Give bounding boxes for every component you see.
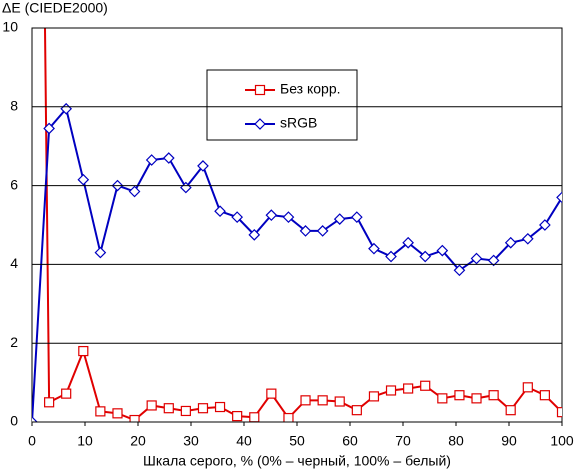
x-tick-label: 0 [28,433,36,449]
legend-label: sRGB [280,115,317,131]
data-point [316,225,329,237]
data-point [420,380,431,391]
data-point [454,390,465,401]
y-tick-label: 6 [10,176,18,192]
data-point [94,246,107,259]
data-point [334,396,345,407]
data-point [385,250,397,263]
data-point [197,403,209,414]
data-point [522,382,533,393]
data-point [249,412,260,422]
data-point [282,211,295,223]
y-tick-label: 4 [10,255,18,271]
data-point [317,395,328,406]
data-point [231,211,244,223]
data-point [471,393,482,404]
data-point [214,205,226,218]
data-point [162,152,175,164]
data-point [163,403,174,414]
data-point [232,410,243,422]
legend-marker [254,84,266,96]
y-axis-title: ΔE (CIEDE2000) [2,0,108,16]
y-tick-label: 2 [10,334,18,350]
x-tick-label: 70 [395,433,411,449]
x-tick-label: 40 [236,433,252,449]
data-point [112,408,123,419]
plot-area [32,28,562,422]
data-point [265,209,278,221]
data-point [180,405,191,417]
x-tick-label: 90 [501,433,517,449]
x-axis-title: Шкала серого, % (0% – черный, 100% – бел… [143,453,451,469]
data-point [504,236,517,249]
data-point [437,393,448,404]
data-point [145,154,158,166]
series-line [32,106,562,422]
data-point [61,388,72,399]
data-point [197,160,209,172]
data-point [351,405,362,416]
data-point [556,191,562,204]
legend-label: Без корр. [280,81,341,97]
x-tick-label: 20 [130,433,146,449]
data-point [283,412,294,422]
x-tick-label: 100 [550,433,574,449]
legend-marker [254,118,266,130]
data-point [436,244,449,257]
data-point [44,397,55,408]
data-point [470,252,483,265]
data-point [539,219,551,231]
data-point [266,388,277,399]
data-point [505,405,516,416]
data-point [146,400,157,411]
x-tick-label: 10 [77,433,93,449]
data-point [333,213,346,225]
y-tick-label: 0 [10,413,18,429]
data-point [385,385,397,396]
data-point [403,383,414,394]
data-point [248,229,261,241]
data-point [78,345,89,357]
data-point [350,211,363,223]
data-point [488,390,499,401]
data-point [95,406,106,417]
data-point [77,173,90,186]
data-point [32,416,38,422]
x-tick-label: 50 [289,433,305,449]
y-tick-label: 10 [2,19,18,35]
data-point [402,236,414,249]
data-point [487,254,500,267]
data-point [453,264,466,277]
data-point [129,414,140,422]
data-point [419,250,432,263]
data-point [521,232,534,245]
data-point [539,390,550,401]
data-point [300,395,311,406]
x-tick-label: 60 [342,433,358,449]
x-tick-label: 30 [183,433,199,449]
data-point [214,401,226,413]
data-point [43,122,55,135]
legend [206,69,358,141]
y-tick-label: 8 [10,98,18,114]
data-point [299,225,312,237]
x-tick-label: 80 [448,433,464,449]
data-point [128,185,141,198]
data-point [368,242,380,255]
data-point [556,407,562,418]
data-point [368,391,380,402]
